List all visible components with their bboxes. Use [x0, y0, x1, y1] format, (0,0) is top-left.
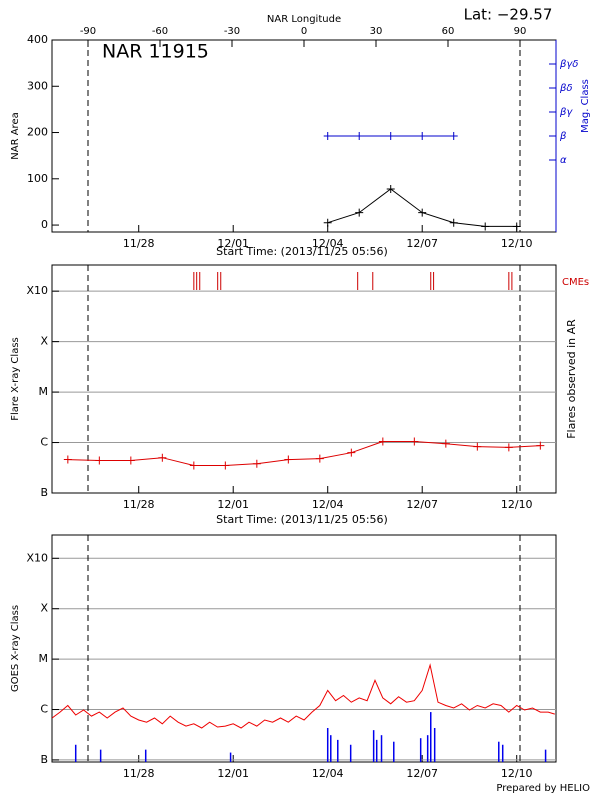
point-marker — [386, 184, 395, 193]
x2-tick-label: -30 — [224, 26, 240, 37]
x-tick-label: 12/01 — [217, 767, 249, 780]
y2-tick-label: βγδ — [559, 59, 578, 70]
y-axis-title: NAR Area — [10, 112, 21, 159]
x-tick-label: 12/04 — [312, 498, 344, 511]
x2-tick-label: 0 — [301, 26, 307, 37]
point-marker — [126, 456, 135, 465]
y-tick-label: C — [40, 436, 48, 449]
y-tick-label: X — [40, 335, 48, 348]
x-tick-label: 12/04 — [312, 767, 344, 780]
x-tick-label: 12/01 — [217, 498, 249, 511]
y2-tick-label: β — [559, 131, 567, 142]
point-marker — [441, 439, 450, 448]
point-marker — [386, 132, 395, 140]
point-marker — [536, 441, 545, 450]
y-tick-label: 100 — [27, 172, 48, 185]
point-marker — [449, 218, 458, 227]
y-tick-label: C — [40, 703, 48, 716]
series-line — [51, 663, 555, 729]
series-line — [327, 188, 517, 227]
y-tick-label: 300 — [27, 79, 48, 92]
x2-tick-label: -60 — [152, 26, 168, 37]
point-marker — [512, 222, 521, 231]
point-marker — [418, 132, 427, 140]
point-marker — [378, 437, 387, 446]
point-marker — [418, 208, 427, 217]
point-marker — [504, 443, 513, 452]
point-marker — [355, 132, 364, 140]
x2-tick-label: 60 — [442, 26, 455, 37]
point-marker — [473, 442, 482, 451]
x-axis-title: Start Time: (2013/11/25 05:56) — [216, 245, 388, 258]
x-tick-label: 12/07 — [406, 237, 438, 250]
x2-tick-label: 30 — [370, 26, 383, 37]
point-marker — [221, 461, 230, 470]
point-marker — [284, 455, 293, 464]
y2-axis-title: Flares observed in AR — [565, 319, 578, 439]
plot-frame — [51, 534, 557, 763]
point-marker — [95, 456, 104, 465]
y-tick-label: M — [39, 385, 49, 398]
y2-tick-label: βγ — [559, 107, 573, 118]
x-tick-label: 12/07 — [406, 767, 438, 780]
plot-frame — [51, 39, 557, 233]
y-tick-label: 200 — [27, 126, 48, 139]
x-tick-label: 12/04 — [312, 237, 344, 250]
point-marker — [323, 218, 332, 227]
y-tick-label: X — [40, 602, 48, 615]
y2-tick-label: α — [560, 155, 567, 166]
point-marker — [449, 132, 458, 140]
y-tick-label: M — [39, 652, 49, 665]
point-marker — [315, 454, 324, 463]
point-marker — [63, 455, 72, 464]
x-axis-title: Start Time: (2013/11/25 05:56) — [216, 513, 388, 526]
x2-axis-title: NAR Longitude — [267, 14, 341, 25]
x-tick-label: 11/28 — [123, 767, 155, 780]
point-marker — [481, 222, 490, 231]
y-tick-label: 0 — [41, 218, 48, 231]
latitude: Lat: −29.57 — [464, 6, 553, 24]
footer: Prepared by HELIO — [496, 783, 590, 794]
x2-tick-label: 90 — [514, 26, 527, 37]
x-tick-label: 12/10 — [501, 498, 533, 511]
y2-axis-title: Mag. Class — [580, 79, 591, 133]
plot-frame — [51, 264, 557, 494]
y-tick-label: B — [40, 486, 48, 499]
y-axis-title: GOES X-ray Class — [10, 605, 21, 692]
point-marker — [323, 132, 332, 140]
y-tick-label: 400 — [27, 33, 48, 46]
point-marker — [355, 208, 364, 217]
point-marker — [410, 437, 419, 446]
cme-label: CMEs — [562, 277, 589, 288]
x-tick-label: 11/28 — [123, 237, 155, 250]
x-tick-label: 12/07 — [406, 498, 438, 511]
y-tick-label: B — [40, 753, 48, 766]
x-tick-label: 11/28 — [123, 498, 155, 511]
series-line — [67, 441, 541, 466]
x-tick-label: 12/10 — [501, 767, 533, 780]
point-marker — [189, 461, 198, 470]
y-tick-label: X10 — [26, 551, 48, 564]
point-marker — [252, 459, 261, 468]
y2-tick-label: βδ — [559, 83, 573, 94]
x-tick-label: 12/10 — [501, 237, 533, 250]
x-tick-label: 12/01 — [217, 237, 249, 250]
y-tick-label: X10 — [26, 284, 48, 297]
y-axis-title: Flare X-ray Class — [10, 337, 21, 421]
point-marker — [158, 453, 167, 462]
x2-tick-label: -90 — [80, 26, 96, 37]
region-label: NAR 11915 — [102, 41, 209, 63]
point-marker — [347, 448, 356, 457]
